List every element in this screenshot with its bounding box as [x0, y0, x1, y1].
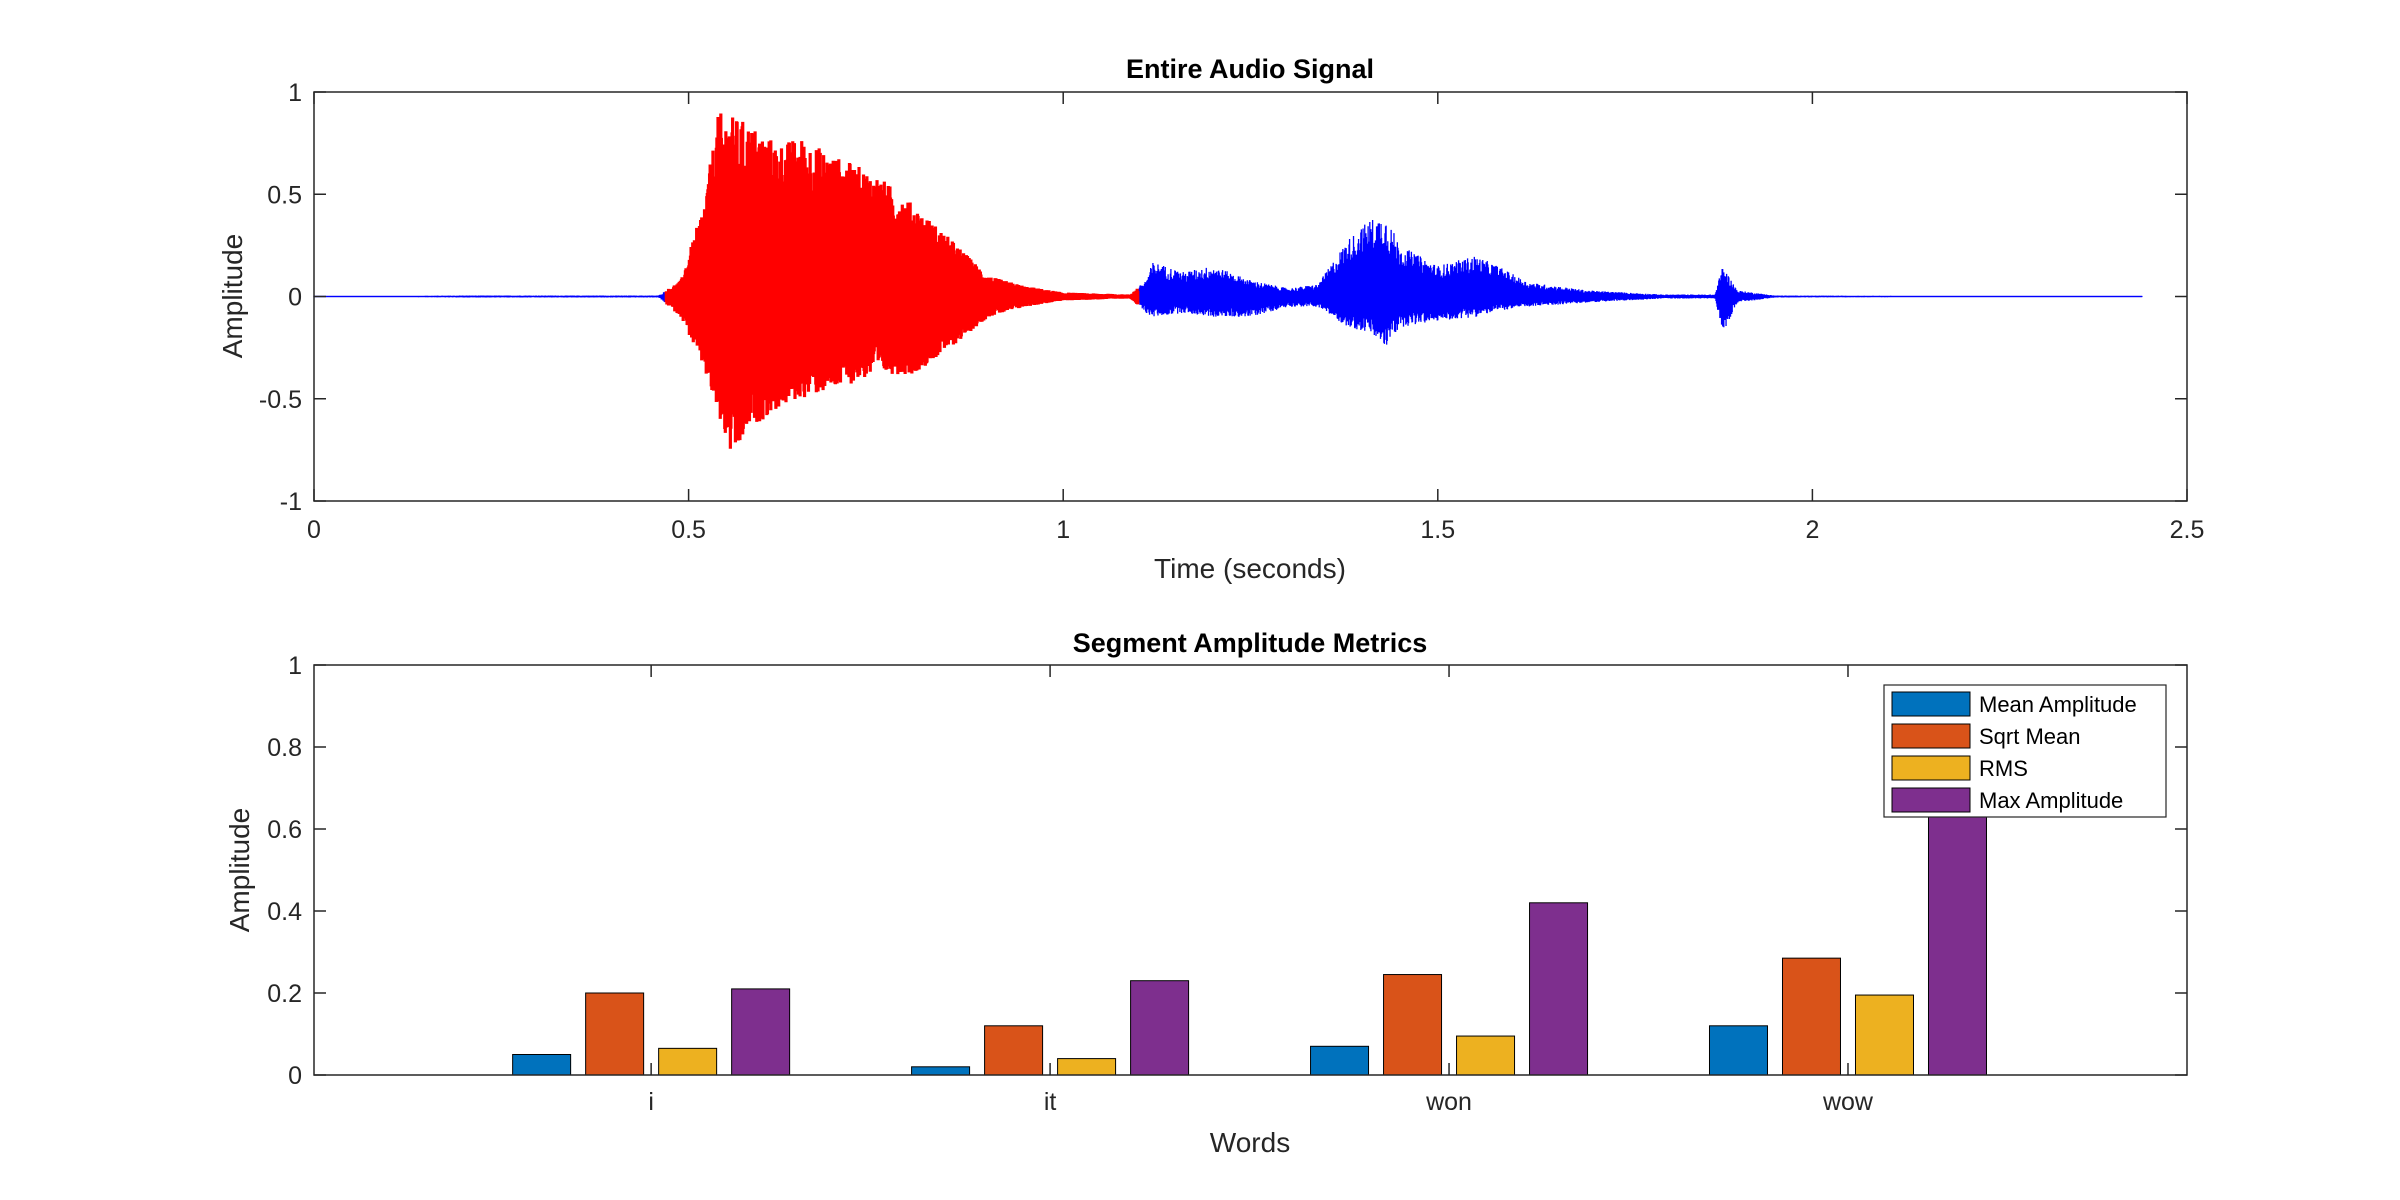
- bar-max-amplitude: [1529, 902, 1589, 1076]
- bar-max-amplitude: [1130, 980, 1190, 1076]
- audio-x-axis-label: Time (seconds): [1154, 553, 1346, 584]
- y-tick-label: -0.5: [259, 386, 302, 414]
- audio-axis-ticks: 0 0.5 1 1.5 2 2.5 -1 -0.5 0 0.5 1: [259, 79, 2204, 544]
- metrics-x-axis-label: Words: [1210, 1127, 1290, 1158]
- legend-label: Max Amplitude: [1979, 788, 2123, 813]
- legend-swatch: [1891, 787, 1971, 813]
- legend-swatch: [1891, 755, 1971, 781]
- bar-rms: [1854, 994, 1914, 1076]
- y-tick-label: 0.6: [267, 816, 302, 844]
- highlighted-segment-line: [664, 113, 1140, 449]
- y-tick-label: 0.4: [267, 898, 302, 926]
- bar-sqrt-mean: [1383, 974, 1443, 1076]
- metrics-chart-title: Segment Amplitude Metrics: [1073, 628, 1428, 658]
- x-tick-label: 2: [1805, 516, 1819, 544]
- bar-rms: [658, 1047, 718, 1076]
- bar-sqrt-mean: [984, 1025, 1044, 1076]
- bar-rms: [1057, 1058, 1117, 1076]
- y-tick-label: 1: [288, 652, 302, 680]
- bar-sqrt-mean: [1781, 957, 1841, 1076]
- y-tick-label: 0: [288, 284, 302, 312]
- y-tick-label: 0.2: [267, 980, 302, 1008]
- legend-swatch: [1891, 691, 1971, 717]
- bar-sqrt-mean: [585, 992, 645, 1076]
- y-tick-label: 0: [288, 1062, 302, 1090]
- legend-swatch: [1891, 723, 1971, 749]
- y-tick-label: 1: [288, 79, 302, 107]
- bar-mean-amplitude: [1708, 1025, 1768, 1076]
- category-label: i: [648, 1088, 654, 1116]
- y-tick-label: 0.5: [267, 181, 302, 209]
- category-label: won: [1425, 1088, 1472, 1116]
- category-label: it: [1044, 1088, 1057, 1116]
- legend-label: Sqrt Mean: [1979, 724, 2081, 749]
- y-tick-label: 0.8: [267, 734, 302, 762]
- metrics-axis-ticks: 0 0.2 0.4 0.6 0.8 1 i it won wow: [267, 652, 2187, 1116]
- x-tick-label: 1: [1056, 516, 1070, 544]
- bar-mean-amplitude: [1310, 1045, 1370, 1076]
- x-tick-label: 0.5: [671, 516, 706, 544]
- legend-label: RMS: [1979, 756, 2028, 781]
- legend-label: Mean Amplitude: [1979, 692, 2137, 717]
- x-tick-label: 1.5: [1420, 516, 1455, 544]
- x-tick-label: 2.5: [2170, 516, 2205, 544]
- bar-max-amplitude: [731, 988, 791, 1076]
- metrics-legend: Mean Amplitude Sqrt Mean RMS Max Amplitude: [1883, 684, 2167, 818]
- y-tick-label: -1: [280, 488, 302, 516]
- metrics-y-axis-label: Amplitude: [224, 808, 255, 933]
- category-label: wow: [1822, 1088, 1874, 1116]
- audio-y-axis-label: Amplitude: [217, 234, 248, 359]
- bar-mean-amplitude: [911, 1066, 971, 1076]
- segment-metrics-panel: 0 0.2 0.4 0.6 0.8 1 i it won wow Segment Amplitud…: [224, 628, 2188, 1158]
- audio-chart-title: Entire Audio Signal: [1126, 54, 1374, 84]
- metrics-plot-frame: [313, 664, 2188, 1076]
- audio-signal-panel: 0 0.5 1 1.5 2 2.5 -1 -0.5 0 0.5 1 Entire Audio Sig…: [217, 54, 2204, 584]
- x-tick-label: 0: [307, 516, 321, 544]
- bar-mean-amplitude: [512, 1054, 572, 1076]
- bar-rms: [1456, 1035, 1516, 1076]
